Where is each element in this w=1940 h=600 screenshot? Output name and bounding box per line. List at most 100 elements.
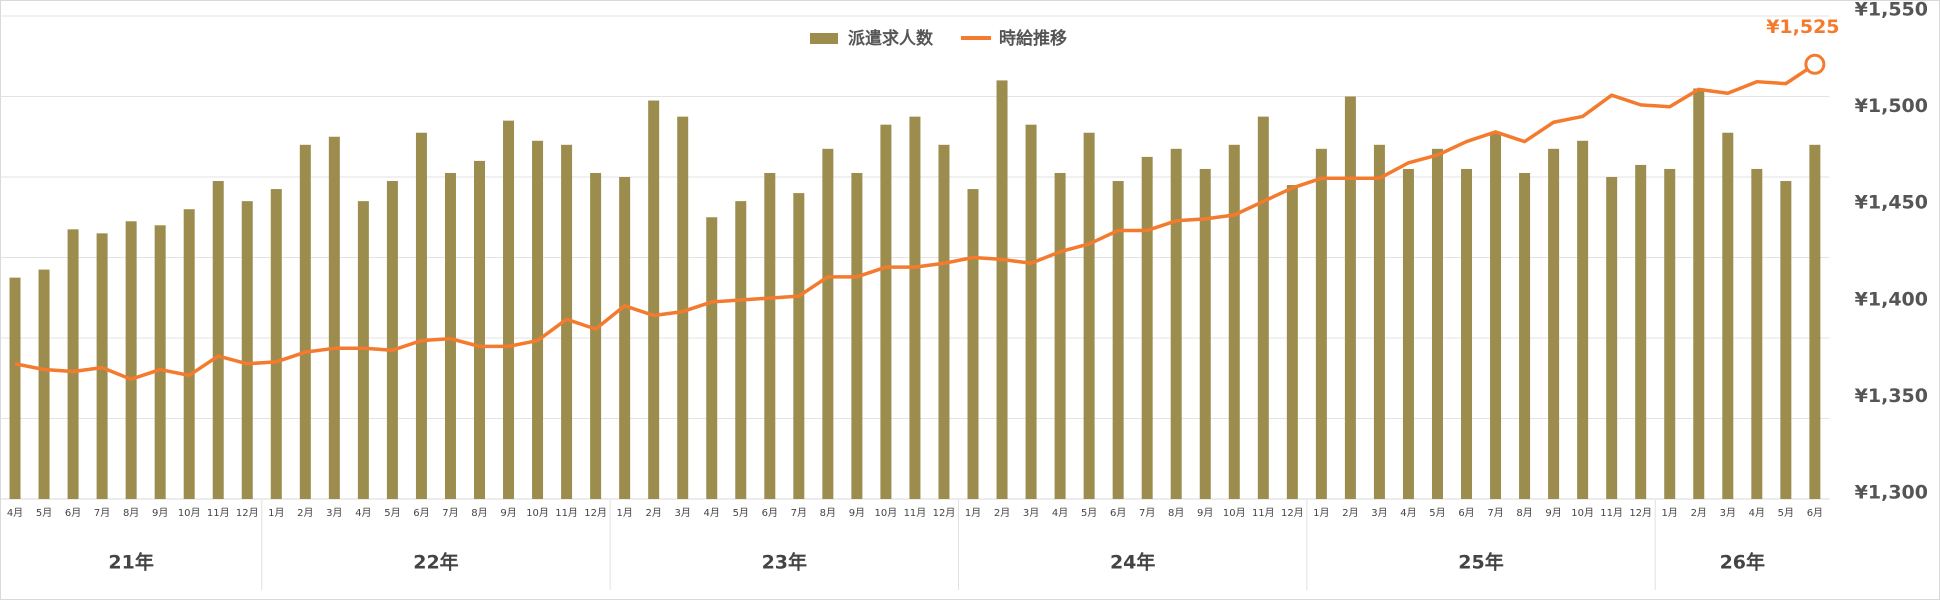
x-tick-label: 6月 [1807,507,1823,519]
bar [67,229,79,499]
bar [793,193,805,499]
bar [706,217,718,499]
bar [1054,172,1066,499]
x-tick-label: 12月 [236,507,259,519]
bar [1606,177,1618,499]
bar [590,172,602,499]
y2-tick-label: ¥1,450 [1855,192,1928,214]
x-tick-label: 6月 [762,507,778,519]
x-tick-label: 3月 [326,507,342,519]
bar [851,172,863,499]
bar [561,144,573,500]
x-tick-label: 12月 [584,507,607,519]
x-tick-label: 4月 [704,507,720,519]
bar [212,181,224,499]
bar [1083,132,1095,499]
x-tick-label: 6月 [1110,507,1126,519]
x-tick-label: 10月 [1223,507,1246,519]
bar [996,80,1008,500]
x-tick-label: 7月 [1139,507,1155,519]
x-tick-label: 12月 [933,507,956,519]
x-tick-label: 11月 [904,507,927,519]
x-tick-label: 12月 [1629,507,1652,519]
x-tick-label: 5月 [384,507,400,519]
x-tick-label: 2月 [297,507,313,519]
bar [9,277,21,499]
x-tick-label: 8月 [471,507,487,519]
x-tick-label: 10月 [1571,507,1594,519]
bar [1548,148,1560,499]
bar [1693,88,1705,499]
x-tick-label: 10月 [526,507,549,519]
x-tick-label: 9月 [500,507,516,519]
year-label: 26年 [1720,551,1765,574]
bar [1025,124,1037,500]
bar [880,124,892,500]
bar [677,116,689,499]
bar [1722,132,1734,499]
bar [299,144,311,500]
bar [1286,185,1298,500]
bar [1344,96,1356,499]
bar [1461,168,1473,499]
bar [1577,140,1589,499]
y2-tick-label: ¥1,400 [1855,288,1928,310]
bar [1664,168,1676,499]
x-tick-label: 7月 [94,507,110,519]
bar [1431,148,1443,499]
bar [1112,181,1124,499]
y2-tick-label: ¥1,350 [1855,385,1928,407]
x-tick-label: 11月 [1600,507,1623,519]
bar [1199,168,1211,499]
x-tick-label: 3月 [1720,507,1736,519]
y2-tick-label: ¥1,550 [1855,0,1928,21]
x-tick-label: 7月 [442,507,458,519]
x-tick-label: 1月 [965,507,981,519]
x-tick-label: 11月 [555,507,578,519]
bar [125,221,137,499]
x-tick-label: 2月 [1691,507,1707,519]
bar [38,269,50,499]
bar [938,144,950,500]
bar [822,148,834,499]
bar [357,201,369,499]
end-marker [1804,53,1826,75]
x-tick-label: 5月 [1081,507,1097,519]
year-label: 24年 [1110,551,1155,574]
x-tick-label: 2月 [645,507,661,519]
x-tick-label: 8月 [1516,507,1532,519]
bar [1141,156,1153,499]
bar [764,172,776,499]
x-tick-label: 8月 [123,507,139,519]
x-tick-label: 1月 [1313,507,1329,519]
x-tick-label: 6月 [413,507,429,519]
bar [1809,144,1821,500]
x-tick-label: 10月 [875,507,898,519]
x-tick-label: 10月 [178,507,201,519]
bar [1635,164,1647,500]
bar [154,225,166,500]
x-tick-label: 1月 [268,507,284,519]
bar [1170,148,1182,499]
bar [183,209,195,499]
bar [648,100,660,500]
x-tick-label: 9月 [152,507,168,519]
line [14,62,1816,381]
x-tick-label: 4月 [1400,507,1416,519]
legend-label: 派遣求人数 [848,28,934,49]
year-label: 23年 [762,551,807,574]
x-tick-label: 3月 [1023,507,1039,519]
bar [444,172,456,499]
data-label: ¥1,525 [1766,16,1839,38]
x-tick-label: 3月 [1371,507,1387,519]
legend-label: 時給推移 [999,28,1067,49]
x-tick-label: 5月 [36,507,52,519]
bar [473,160,485,499]
bar [386,181,398,499]
x-tick-label: 11月 [1252,507,1275,519]
y2-tick-label: ¥1,500 [1855,95,1928,117]
bar [241,201,253,499]
x-tick-label: 5月 [1778,507,1794,519]
x-tick-label: 6月 [65,507,81,519]
